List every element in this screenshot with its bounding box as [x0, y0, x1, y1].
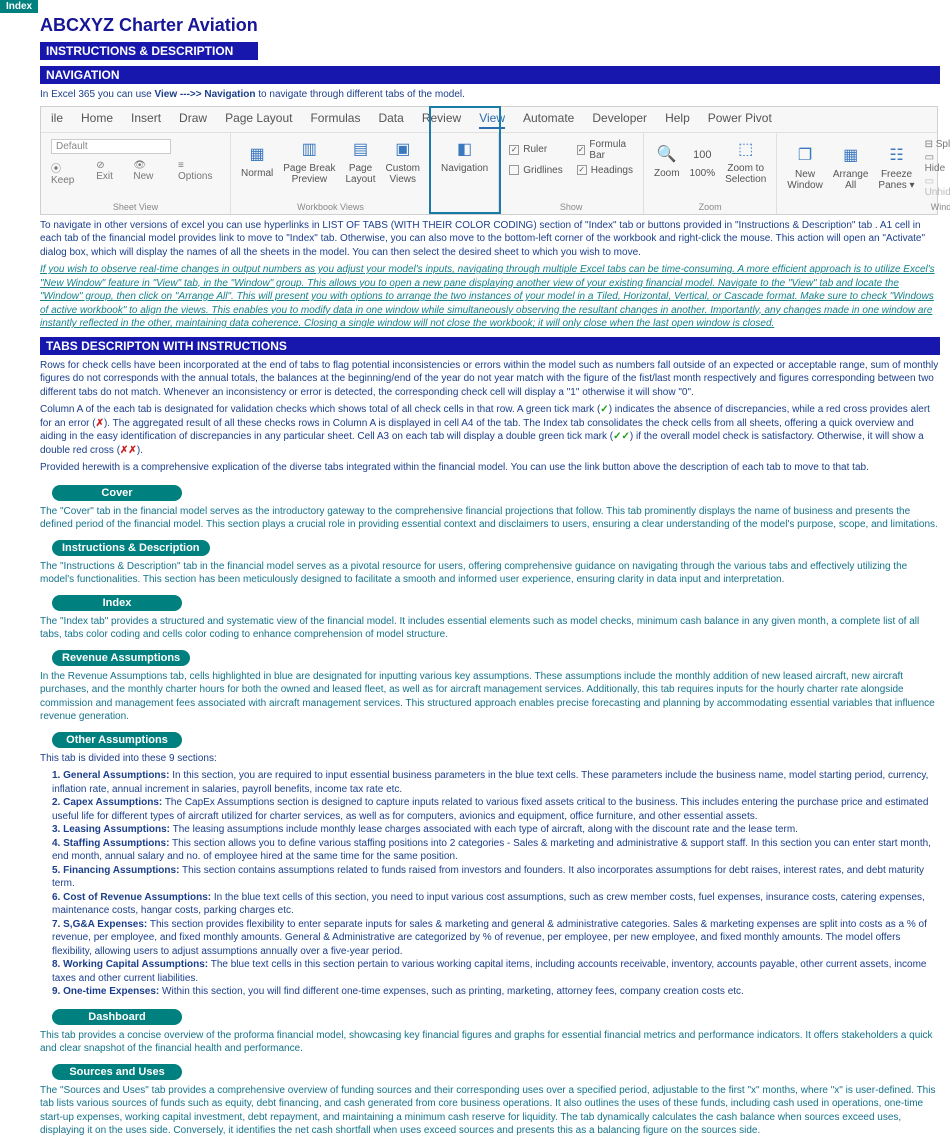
ribbon-tab-draw[interactable]: Draw: [179, 111, 207, 129]
assumption-item: 1. General Assumptions: In this section,…: [52, 769, 940, 796]
checks-para1: Rows for check cells have been incorpora…: [40, 359, 940, 400]
ribbon-tab-power-pivot[interactable]: Power Pivot: [708, 111, 772, 129]
ribbon-tab-ile[interactable]: ile: [51, 111, 63, 129]
dashboard-desc: This tab provides a concise overview of …: [40, 1029, 940, 1056]
assumption-item: 6. Cost of Revenue Assumptions: In the b…: [52, 891, 940, 918]
sources-pill[interactable]: Sources and Uses: [52, 1064, 182, 1080]
nav-line: In Excel 365 you can use View --->> Navi…: [40, 88, 940, 102]
assumption-item: 5. Financing Assumptions: This section c…: [52, 864, 940, 891]
instr-desc: The "Instructions & Description" tab in …: [40, 560, 940, 587]
double-green-tick-icon: ✓✓: [613, 431, 630, 442]
index-badge[interactable]: Index: [0, 0, 38, 13]
navigation-header: NAVIGATION: [40, 66, 940, 84]
checks-para3: Provided herewith is a comprehensive exp…: [40, 461, 940, 475]
double-red-cross-icon: ✗✗: [120, 445, 137, 456]
hide-btn[interactable]: ▭ Hide: [925, 152, 950, 174]
newwindow-btn[interactable]: ❐New Window: [787, 145, 823, 191]
sheetview-default[interactable]: Default: [51, 139, 171, 154]
ruler-chk[interactable]: ✓Ruler: [509, 139, 562, 161]
assumption-item: 4. Staffing Assumptions: This section al…: [52, 837, 940, 864]
ribbon-tab-formulas[interactable]: Formulas: [310, 111, 360, 129]
sources-desc: The "Sources and Uses" tab provides a co…: [40, 1084, 940, 1138]
unhide-btn[interactable]: ▭ Unhide: [925, 176, 950, 198]
ribbon-tab-page-layout[interactable]: Page Layout: [225, 111, 292, 129]
nav-line-prefix: In Excel 365 you can use: [40, 89, 155, 100]
navigation-btn[interactable]: ◧Navigation: [441, 139, 488, 174]
ribbon-tab-help[interactable]: Help: [665, 111, 690, 129]
workbookviews-label: Workbook Views: [241, 202, 420, 212]
tabsdesc-header: TABS DESCRIPTON WITH INSTRUCTIONS: [40, 337, 940, 355]
keep-btn[interactable]: ⦿ Keep: [51, 160, 86, 186]
instr-pill[interactable]: Instructions & Description: [52, 540, 210, 556]
nav-line-suffix: to navigate through different tabs of th…: [255, 89, 464, 100]
nav-paragraph: To navigate in other versions of excel y…: [40, 219, 940, 260]
ribbon-tab-insert[interactable]: Insert: [131, 111, 161, 129]
assumption-item: 7. S,G&A Expenses: This section provides…: [52, 918, 940, 959]
assumption-item: 3. Leasing Assumptions: The leasing assu…: [52, 823, 940, 837]
pagelayout-btn[interactable]: ▤Page Layout: [346, 139, 376, 185]
index-pill[interactable]: Index: [52, 595, 182, 611]
ribbon-tab-home[interactable]: Home: [81, 111, 113, 129]
new-btn[interactable]: 👁 New: [133, 160, 168, 186]
ribbon-tab-developer[interactable]: Developer: [592, 111, 647, 129]
page-title: ABCXYZ Charter Aviation: [0, 13, 950, 42]
instructions-header: INSTRUCTIONS & DESCRIPTION: [40, 42, 258, 60]
pagebreak-btn[interactable]: ▥Page Break Preview: [283, 139, 335, 185]
checks-para2: Column A of the each tab is designated f…: [40, 403, 940, 457]
zoomsel-btn[interactable]: ⬚Zoom to Selection: [725, 139, 766, 185]
cover-pill[interactable]: Cover: [52, 485, 182, 501]
green-tick-icon: ✓: [600, 404, 608, 415]
revenue-desc: In the Revenue Assumptions tab, cells hi…: [40, 670, 940, 724]
nav-line-bold: View --->> Navigation: [155, 89, 256, 100]
gridlines-chk[interactable]: Gridlines: [509, 165, 562, 176]
red-cross-icon: ✗: [96, 418, 104, 429]
ribbon-tab-data[interactable]: Data: [378, 111, 403, 129]
freezepanes-btn[interactable]: ☷Freeze Panes ▾: [878, 145, 914, 191]
normal-btn[interactable]: ▦Normal: [241, 144, 273, 179]
split-btn[interactable]: ⊟ Split: [925, 139, 950, 150]
customviews-btn[interactable]: ▣Custom Views: [386, 139, 420, 185]
assumption-item: 8. Working Capital Assumptions: The blue…: [52, 958, 940, 985]
cover-desc: The "Cover" tab in the financial model s…: [40, 505, 940, 532]
window-label: Windo: [787, 202, 950, 212]
show-label: Show: [509, 202, 633, 212]
other-intro: This tab is divided into these 9 section…: [40, 752, 940, 766]
other-assumptions-list: 1. General Assumptions: In this section,…: [52, 769, 940, 999]
sheetview-label: Sheet View: [51, 202, 220, 212]
nav-tip: If you wish to observe real-time changes…: [40, 263, 940, 331]
ribbon-tab-review[interactable]: Review: [422, 111, 461, 129]
assumption-item: 9. One-time Expenses: Within this sectio…: [52, 985, 940, 999]
zoom100-btn[interactable]: 100100%: [690, 144, 716, 179]
ribbon-tab-automate[interactable]: Automate: [523, 111, 574, 129]
ribbon-tab-view[interactable]: View: [479, 111, 505, 129]
other-pill[interactable]: Other Assumptions: [52, 732, 182, 748]
zoom-btn[interactable]: 🔍Zoom: [654, 144, 680, 179]
headings-chk[interactable]: ✓Headings: [577, 165, 633, 176]
exit-btn[interactable]: ⊘ Exit: [96, 160, 123, 186]
options-btn[interactable]: ≡ Options: [178, 160, 220, 186]
arrangeall-btn[interactable]: ▦Arrange All: [833, 145, 869, 191]
revenue-pill[interactable]: Revenue Assumptions: [52, 650, 190, 666]
index-desc: The "Index tab" provides a structured an…: [40, 615, 940, 642]
excel-ribbon: ile Home Insert Draw Page Layout Formulas Data…: [40, 106, 938, 215]
assumption-item: 2. Capex Assumptions: The CapEx Assumpti…: [52, 796, 940, 823]
zoom-label: Zoom: [654, 202, 766, 212]
formulabar-chk[interactable]: ✓Formula Bar: [577, 139, 633, 161]
